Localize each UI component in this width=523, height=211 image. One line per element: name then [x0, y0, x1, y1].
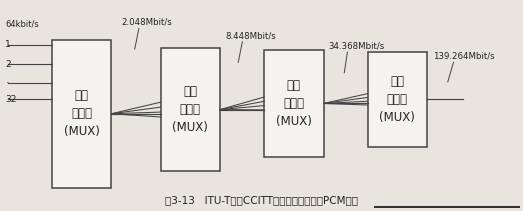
- Text: 8.448Mbit/s: 8.448Mbit/s: [225, 31, 276, 40]
- Text: 多路
复用器
(MUX): 多路 复用器 (MUX): [379, 75, 415, 124]
- Text: 64kbit/s: 64kbit/s: [5, 20, 39, 29]
- Bar: [161, 48, 220, 171]
- Text: 多路
复用器
(MUX): 多路 复用器 (MUX): [276, 79, 312, 128]
- Text: 多路
复用器
(MUX): 多路 复用器 (MUX): [64, 89, 99, 138]
- Text: 图3-13   ITU-T（原CCITT）等级制时分复用PCM系统: 图3-13 ITU-T（原CCITT）等级制时分复用PCM系统: [165, 195, 358, 205]
- Bar: [52, 40, 111, 188]
- Text: 2: 2: [5, 60, 11, 69]
- Text: 32: 32: [5, 95, 17, 104]
- Text: 多路
复用器
(MUX): 多路 复用器 (MUX): [173, 85, 208, 134]
- Bar: [368, 52, 427, 147]
- Text: 34.368Mbit/s: 34.368Mbit/s: [329, 41, 385, 50]
- Text: 1: 1: [5, 40, 11, 49]
- Text: ·: ·: [5, 78, 9, 88]
- Text: 2.048Mbit/s: 2.048Mbit/s: [122, 18, 173, 27]
- Bar: [264, 50, 324, 157]
- Text: 139.264Mbit/s: 139.264Mbit/s: [433, 52, 495, 61]
